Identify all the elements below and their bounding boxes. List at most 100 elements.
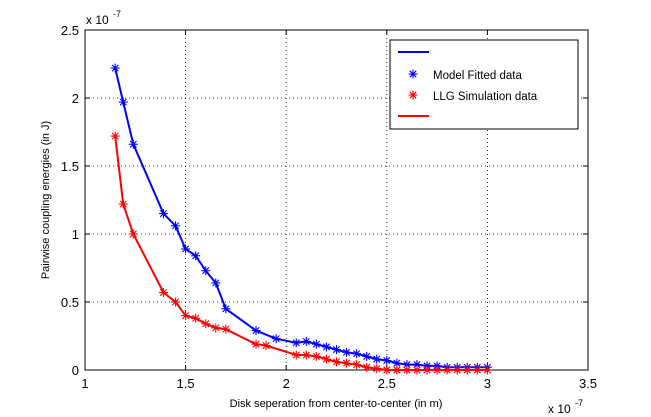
x-tick-label: 2.5 [378, 376, 396, 391]
star-stroke [413, 366, 421, 374]
data-point-0 [171, 221, 181, 231]
y-tick-label: 1 [72, 227, 79, 242]
star-stroke [332, 358, 341, 366]
data-point-1 [321, 354, 331, 364]
star-stroke [292, 339, 300, 347]
data-point-0 [311, 339, 321, 349]
star-stroke [483, 366, 491, 374]
star-stroke [409, 70, 417, 78]
data-point-0 [118, 97, 128, 107]
star-stroke [119, 98, 127, 106]
star-stroke [373, 365, 381, 373]
star-stroke [222, 305, 230, 313]
data-point-1 [311, 351, 321, 361]
data-point-1 [412, 365, 422, 375]
data-point-0 [181, 244, 191, 254]
data-point-1 [482, 365, 492, 375]
data-point-1 [171, 297, 181, 307]
star-stroke [332, 346, 341, 354]
data-point-1 [301, 350, 311, 360]
data-point-0 [352, 349, 362, 359]
x-multiplier-exponent: -7 [575, 398, 583, 408]
legend-items [398, 51, 429, 117]
data-point-1 [158, 287, 168, 297]
star-stroke [302, 351, 310, 359]
star-stroke [312, 352, 320, 360]
star-stroke [463, 366, 471, 374]
star-stroke [423, 366, 431, 374]
legend-box [389, 39, 579, 130]
x-tick-label: 1 [81, 376, 88, 391]
y-tick-label: 2.5 [61, 23, 79, 38]
data-point-0 [128, 139, 138, 149]
data-point-1 [392, 365, 402, 375]
x-axis-label: Disk seperation from center-to-center (i… [230, 398, 443, 410]
data-point-1 [342, 358, 352, 368]
y-axis-label: Pairwise coupling energies (in J) [40, 121, 52, 279]
y-multiplier-exponent: -7 [113, 9, 121, 19]
data-point-0 [332, 345, 341, 355]
star-stroke [159, 288, 168, 297]
star-stroke [192, 252, 200, 260]
x-tick-label: 3.5 [579, 376, 597, 391]
plot-frame [84, 29, 589, 371]
legend-label-model: Model Fitted data [433, 70, 522, 82]
data-point-1 [261, 341, 271, 351]
star-stroke [202, 267, 210, 275]
star-stroke [262, 341, 270, 350]
star-stroke [272, 335, 280, 343]
star-stroke [119, 200, 127, 208]
data-point-1 [191, 313, 201, 323]
data-point-0 [321, 342, 331, 352]
star-stroke [212, 279, 220, 287]
data-point-1 [462, 365, 472, 375]
data-point-1 [432, 365, 442, 375]
data-point-1 [128, 229, 138, 239]
data-point-1 [442, 365, 452, 375]
x-multiplier: x 10 [548, 402, 571, 416]
y-tick-label: 1.5 [61, 159, 79, 174]
star-stroke [252, 326, 260, 335]
legend: Model Fitted data LLG Simulation data [389, 39, 579, 130]
star-stroke [383, 366, 391, 374]
data-point-1 [181, 311, 191, 321]
data-point-1 [372, 364, 382, 374]
data-point-1 [402, 365, 412, 375]
y-tick-label: 2 [72, 91, 79, 106]
star-stroke [171, 298, 180, 306]
data-point-1 [201, 319, 211, 329]
star-stroke [129, 230, 137, 238]
data-point-0 [201, 266, 211, 276]
star-stroke [383, 356, 391, 365]
data-point-0 [271, 334, 281, 344]
data-point-1 [422, 365, 432, 375]
star-stroke [182, 312, 190, 320]
data-point-0 [110, 63, 120, 73]
star-stroke [342, 348, 351, 356]
star-stroke [292, 351, 300, 359]
star-stroke [192, 314, 200, 322]
star-stroke [182, 245, 190, 253]
data-point-1 [211, 323, 221, 333]
data-point-0 [191, 251, 201, 261]
star-stroke [212, 324, 220, 332]
series-layer [110, 63, 492, 375]
y-tick-label: 0.5 [61, 295, 79, 310]
data-point-0 [382, 355, 392, 365]
data-point-1 [452, 365, 462, 375]
legend-star-2 [408, 90, 418, 100]
star-stroke [373, 355, 381, 363]
y-multiplier: x 10 [86, 13, 109, 27]
data-point-0 [291, 338, 301, 348]
star-stroke [403, 366, 411, 374]
star-stroke [322, 343, 331, 351]
star-stroke [393, 359, 401, 367]
star-stroke [453, 366, 461, 374]
star-stroke [473, 366, 481, 374]
legend-label-llg: LLG Simulation data [433, 91, 538, 103]
star-stroke [302, 337, 310, 346]
star-stroke [443, 366, 451, 374]
star-stroke [322, 355, 331, 363]
star-stroke [353, 360, 361, 369]
data-point-1 [382, 365, 392, 375]
